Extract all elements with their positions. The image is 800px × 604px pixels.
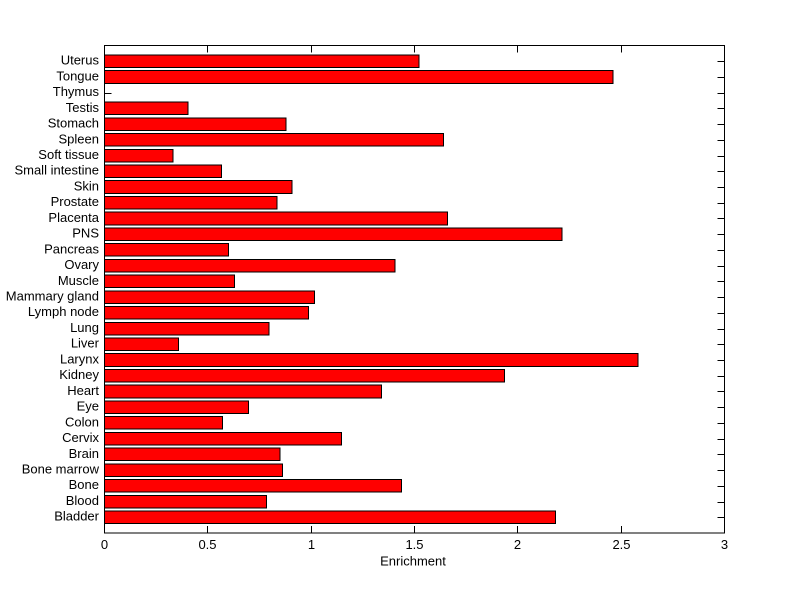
svg-text:Prostate: Prostate	[51, 194, 99, 209]
svg-text:Uterus: Uterus	[61, 53, 100, 68]
svg-text:Lung: Lung	[70, 320, 99, 335]
svg-text:Spleen: Spleen	[59, 131, 99, 146]
svg-text:Lymph node: Lymph node	[28, 304, 99, 319]
svg-text:Muscle: Muscle	[58, 273, 99, 288]
svg-text:2.5: 2.5	[612, 537, 630, 552]
svg-text:0: 0	[101, 537, 108, 552]
svg-text:2: 2	[514, 537, 521, 552]
svg-text:Bladder: Bladder	[54, 509, 99, 524]
svg-text:Mammary gland: Mammary gland	[6, 289, 99, 304]
svg-text:Soft tissue: Soft tissue	[38, 147, 99, 162]
svg-text:Ovary: Ovary	[64, 257, 99, 272]
svg-text:Thymus: Thymus	[53, 84, 100, 99]
svg-text:Eye: Eye	[77, 399, 99, 414]
svg-text:Colon: Colon	[65, 414, 99, 429]
svg-text:PNS: PNS	[72, 226, 99, 241]
svg-text:Blood: Blood	[66, 493, 99, 508]
svg-text:Heart: Heart	[67, 383, 99, 398]
svg-text:Stomach: Stomach	[48, 116, 99, 131]
svg-text:Brain: Brain	[69, 446, 99, 461]
svg-text:1: 1	[308, 537, 315, 552]
svg-text:Liver: Liver	[71, 336, 100, 351]
svg-text:Pancreas: Pancreas	[44, 241, 99, 256]
svg-text:Small intestine: Small intestine	[14, 163, 99, 178]
svg-text:Bone: Bone	[69, 477, 99, 492]
svg-text:Cervix: Cervix	[62, 430, 99, 445]
svg-text:Tongue: Tongue	[56, 68, 99, 83]
svg-text:Enrichment: Enrichment	[380, 554, 446, 569]
svg-text:0.5: 0.5	[198, 537, 216, 552]
svg-text:Testis: Testis	[66, 100, 100, 115]
svg-text:Kidney: Kidney	[59, 367, 99, 382]
svg-text:Skin: Skin	[74, 178, 99, 193]
svg-text:Bone marrow: Bone marrow	[22, 462, 100, 477]
svg-text:Larynx: Larynx	[60, 351, 100, 366]
svg-text:Placenta: Placenta	[48, 210, 99, 225]
svg-text:1.5: 1.5	[405, 537, 423, 552]
svg-text:3: 3	[721, 537, 728, 552]
